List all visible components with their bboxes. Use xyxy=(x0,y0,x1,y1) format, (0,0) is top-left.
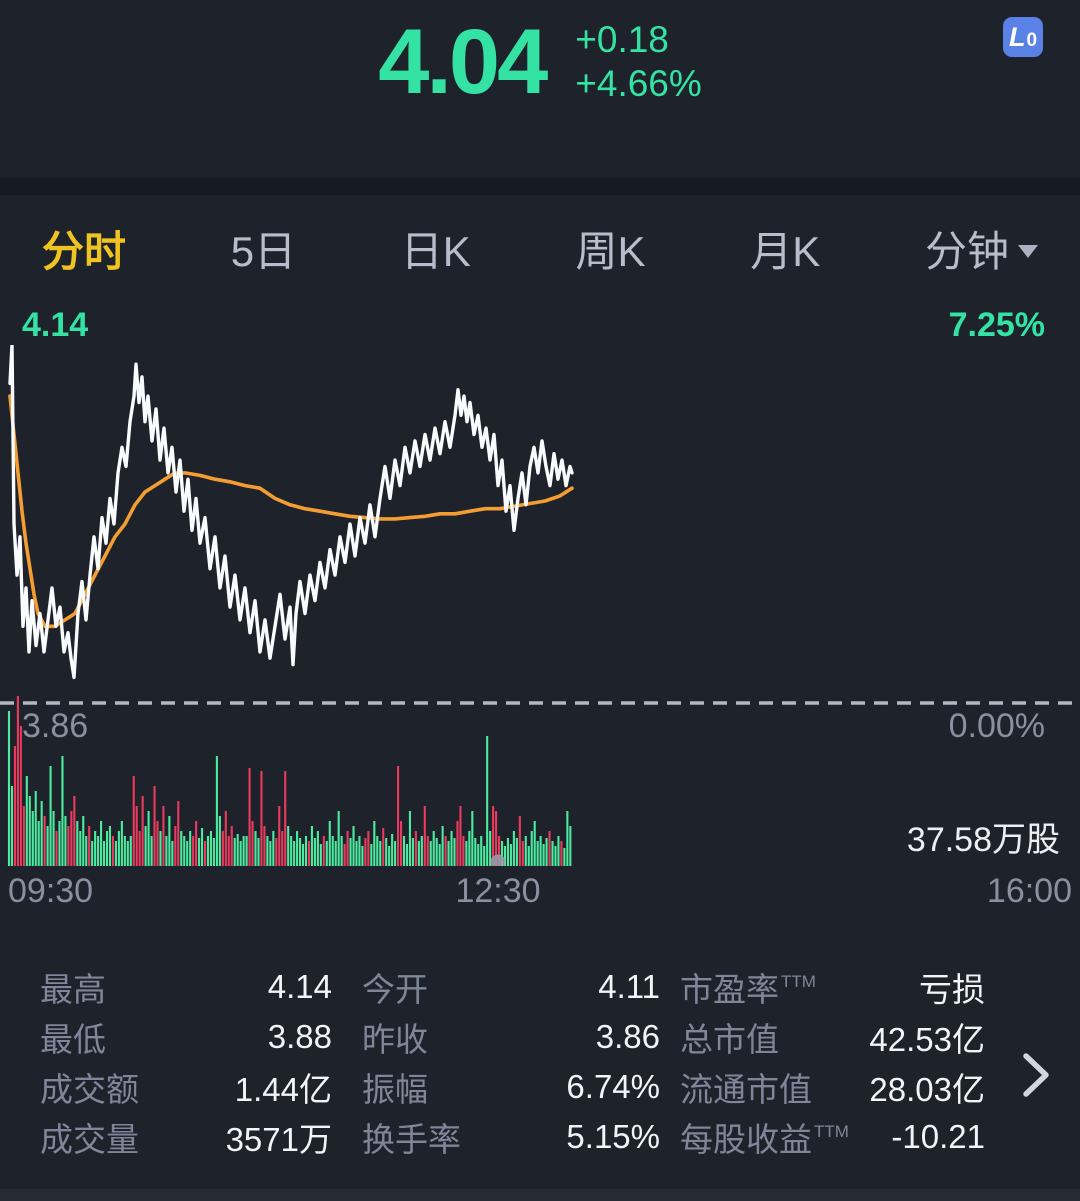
ttm-superscript: TTM xyxy=(781,972,816,991)
stat-label-volume: 成交量 xyxy=(40,1121,139,1158)
tab-minute-chart[interactable]: 分时 xyxy=(42,227,127,275)
tab-daily-k[interactable]: 日K xyxy=(400,227,471,275)
stat-label-pe-ttm: 市盈率 TTM xyxy=(680,971,816,1008)
badge-letter: L xyxy=(1008,21,1026,52)
price-change: +0.18 xyxy=(575,18,669,60)
stat-value-pe-ttm: 亏损 xyxy=(919,971,985,1008)
tab-5day[interactable]: 5日 xyxy=(230,227,297,275)
badge-number: 0 xyxy=(1026,30,1038,51)
stats-row: 最高 4.14 今开 4.11 市盈率 TTM 亏损 xyxy=(0,962,1080,1012)
stat-label-market-cap: 总市值 xyxy=(680,1021,779,1058)
stat-label-high: 最高 xyxy=(40,971,106,1008)
chart-high-percent-label: 7.25% xyxy=(948,306,1045,344)
header-divider xyxy=(0,178,1080,195)
intraday-chart[interactable] xyxy=(0,345,1080,866)
stat-value-turnover-rate: 5.15% xyxy=(566,1118,660,1155)
chart-period-tabs: 分时 5日 日K 周K 月K 分钟 xyxy=(0,195,1080,301)
stat-label-open: 今开 xyxy=(362,971,428,1008)
stat-value-high: 4.14 xyxy=(267,968,332,1005)
tab-monthly-k[interactable]: 月K xyxy=(750,227,821,275)
stats-row: 成交量 3571万 换手率 5.15% 每股收益 TTM -10.21 xyxy=(0,1112,1080,1162)
stat-value-float-cap: 28.03亿 xyxy=(869,1071,985,1108)
stat-label-low: 最低 xyxy=(40,1021,106,1058)
stat-value-amplitude: 6.74% xyxy=(566,1068,660,1105)
stat-value-turnover: 1.44亿 xyxy=(234,1071,332,1108)
quote-stats-panel: 最高 4.14 今开 4.11 市盈率 TTM 亏损 最低 3.88 昨收 3.8… xyxy=(0,962,1080,1162)
stats-row: 成交额 1.44亿 振幅 6.74% 流通市值 28.03亿 xyxy=(0,1062,1080,1112)
tab-minute-dropdown[interactable]: 分钟 xyxy=(925,218,1038,279)
time-axis: 09:30 12:30 16:00 xyxy=(0,872,1080,912)
stat-label-prev-close: 昨收 xyxy=(362,1021,428,1058)
stat-value-low: 3.88 xyxy=(267,1018,332,1055)
chevron-down-icon xyxy=(1017,244,1038,258)
stat-label-float-cap: 流通市值 xyxy=(680,1071,812,1108)
chart-high-price-label: 4.14 xyxy=(22,306,89,344)
stat-label-amplitude: 振幅 xyxy=(362,1071,428,1108)
stat-label-turnover: 成交额 xyxy=(40,1071,139,1108)
stat-value-volume: 3571万 xyxy=(225,1121,332,1158)
chart-top-axis-labels: 4.14 7.25% xyxy=(22,306,1045,345)
stat-value-market-cap: 42.53亿 xyxy=(869,1021,985,1058)
ttm-superscript: TTM xyxy=(814,1122,849,1141)
stats-row: 最低 3.88 昨收 3.86 总市值 42.53亿 xyxy=(0,1012,1080,1062)
stat-label-turnover-rate: 换手率 xyxy=(362,1121,461,1158)
time-label-open: 09:30 xyxy=(8,872,94,910)
time-label-midday: 12:30 xyxy=(455,872,541,910)
bottom-edge-strip xyxy=(0,1189,1080,1201)
stat-value-prev-close: 3.86 xyxy=(595,1018,660,1055)
stat-value-eps-ttm: -10.21 xyxy=(891,1118,985,1155)
axis-marker-dot xyxy=(490,854,506,866)
current-volume-label: 37.58万股 xyxy=(906,821,1060,859)
tab-weekly-k[interactable]: 周K xyxy=(575,227,646,275)
stat-label-eps-ttm: 每股收益 TTM xyxy=(680,1121,849,1158)
time-label-close: 16:00 xyxy=(986,872,1072,910)
expand-details-chevron-icon[interactable] xyxy=(1022,1052,1050,1098)
stat-value-open: 4.11 xyxy=(598,968,660,1005)
price-change-percent: +4.66% xyxy=(575,63,702,105)
current-price: 4.04 xyxy=(378,11,548,113)
